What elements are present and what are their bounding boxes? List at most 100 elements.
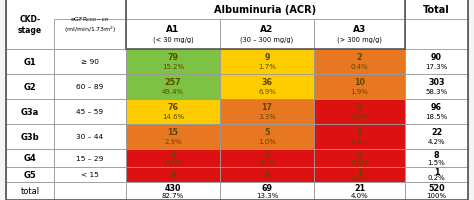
Text: 8: 8	[434, 150, 439, 159]
Text: (< 30 mg/g): (< 30 mg/g)	[153, 37, 193, 43]
Bar	[54, 50, 126, 75]
Bar	[220, 20, 314, 50]
Text: 90: 90	[431, 53, 442, 62]
Bar	[126, 0, 405, 50]
Text: eGFR$_{\mathregular{CKD-EPI}}$
(ml/min/1.73m$^2$): eGFR$_{\mathregular{CKD-EPI}}$ (ml/min/1…	[64, 15, 116, 35]
Bar	[6, 149, 54, 167]
Text: 9: 9	[264, 53, 270, 62]
Bar	[54, 124, 126, 149]
Bar	[126, 0, 405, 20]
Text: 520: 520	[428, 183, 445, 192]
Text: 0.6%: 0.6%	[164, 159, 182, 165]
Bar	[220, 124, 314, 149]
Bar	[126, 182, 220, 200]
Text: G4: G4	[24, 154, 36, 163]
Bar	[54, 167, 126, 182]
Text: 60 – 89: 60 – 89	[76, 84, 104, 90]
Text: 13.3%: 13.3%	[256, 192, 278, 198]
Text: 1.7%: 1.7%	[258, 64, 276, 70]
Text: 22: 22	[431, 127, 442, 136]
Text: 3: 3	[170, 150, 176, 159]
Text: 4.2%: 4.2%	[428, 139, 445, 145]
Text: 36: 36	[262, 78, 273, 87]
Text: G3b: G3b	[21, 132, 39, 141]
Bar	[220, 75, 314, 100]
Text: 100%: 100%	[427, 192, 447, 198]
Text: 2: 2	[357, 53, 362, 62]
Bar	[220, 100, 314, 124]
Text: (> 300 mg/g): (> 300 mg/g)	[337, 37, 382, 43]
Bar	[126, 50, 220, 75]
Text: 3.3%: 3.3%	[258, 114, 276, 120]
Text: 69: 69	[262, 183, 273, 192]
Bar	[314, 124, 405, 149]
Bar	[405, 182, 468, 200]
Text: (30 – 300 mg/g): (30 – 300 mg/g)	[240, 37, 293, 43]
Bar	[6, 0, 126, 50]
Bar	[6, 124, 54, 149]
Text: 3: 3	[357, 150, 362, 159]
Bar	[220, 50, 314, 75]
Bar	[405, 167, 468, 182]
Bar	[220, 167, 314, 182]
Text: 1.5%: 1.5%	[428, 159, 446, 165]
Bar	[6, 167, 54, 182]
Text: 0: 0	[170, 170, 176, 179]
Bar	[126, 167, 220, 182]
Text: 0: 0	[264, 170, 270, 179]
Text: 21: 21	[354, 183, 365, 192]
Text: 303: 303	[428, 78, 445, 87]
Bar	[54, 75, 126, 100]
Text: 1.9%: 1.9%	[351, 89, 368, 95]
Bar	[220, 149, 314, 167]
Bar	[405, 149, 468, 167]
Text: 1: 1	[357, 167, 362, 176]
Text: 0.4%: 0.4%	[351, 139, 368, 145]
Text: 0.6%: 0.6%	[351, 159, 368, 165]
Text: 0.4%: 0.4%	[258, 159, 276, 165]
Text: 82.7%: 82.7%	[162, 192, 184, 198]
Text: A1: A1	[166, 25, 180, 34]
Text: G1: G1	[24, 58, 36, 67]
Text: 76: 76	[167, 102, 179, 111]
Text: 14.6%: 14.6%	[162, 114, 184, 120]
Bar	[126, 75, 220, 100]
Text: 1.0%: 1.0%	[258, 139, 276, 145]
Text: 15.2%: 15.2%	[162, 64, 184, 70]
Bar	[6, 100, 54, 124]
Text: Total: Total	[423, 5, 450, 15]
Bar	[405, 100, 468, 124]
Text: 0.2%: 0.2%	[351, 175, 368, 181]
Bar	[220, 182, 314, 200]
Bar	[54, 182, 126, 200]
Text: CKD-
stage: CKD- stage	[18, 15, 42, 35]
Text: A3: A3	[353, 25, 366, 34]
Bar	[126, 124, 220, 149]
Text: 58.3%: 58.3%	[425, 89, 447, 95]
Text: 79: 79	[167, 53, 179, 62]
Bar	[126, 20, 220, 50]
Bar	[405, 124, 468, 149]
Text: 4.0%: 4.0%	[351, 192, 368, 198]
Text: 257: 257	[164, 78, 182, 87]
Bar	[314, 50, 405, 75]
Text: 15: 15	[167, 127, 179, 136]
Text: A2: A2	[260, 25, 273, 34]
Text: total: total	[20, 187, 39, 196]
Text: 0.6%: 0.6%	[351, 114, 368, 120]
Bar	[314, 100, 405, 124]
Bar	[6, 75, 54, 100]
Text: 49.4%: 49.4%	[162, 89, 184, 95]
Text: 1: 1	[434, 167, 439, 176]
Text: G2: G2	[24, 83, 36, 92]
Text: 10: 10	[354, 78, 365, 87]
Text: < 15: < 15	[81, 172, 99, 178]
Bar	[405, 50, 468, 75]
Bar	[314, 20, 405, 50]
Text: 30 – 44: 30 – 44	[76, 134, 103, 140]
Bar	[405, 75, 468, 100]
Bar	[314, 182, 405, 200]
Text: 18.5%: 18.5%	[425, 114, 447, 120]
Text: 0.4%: 0.4%	[351, 64, 368, 70]
Text: 96: 96	[431, 102, 442, 111]
